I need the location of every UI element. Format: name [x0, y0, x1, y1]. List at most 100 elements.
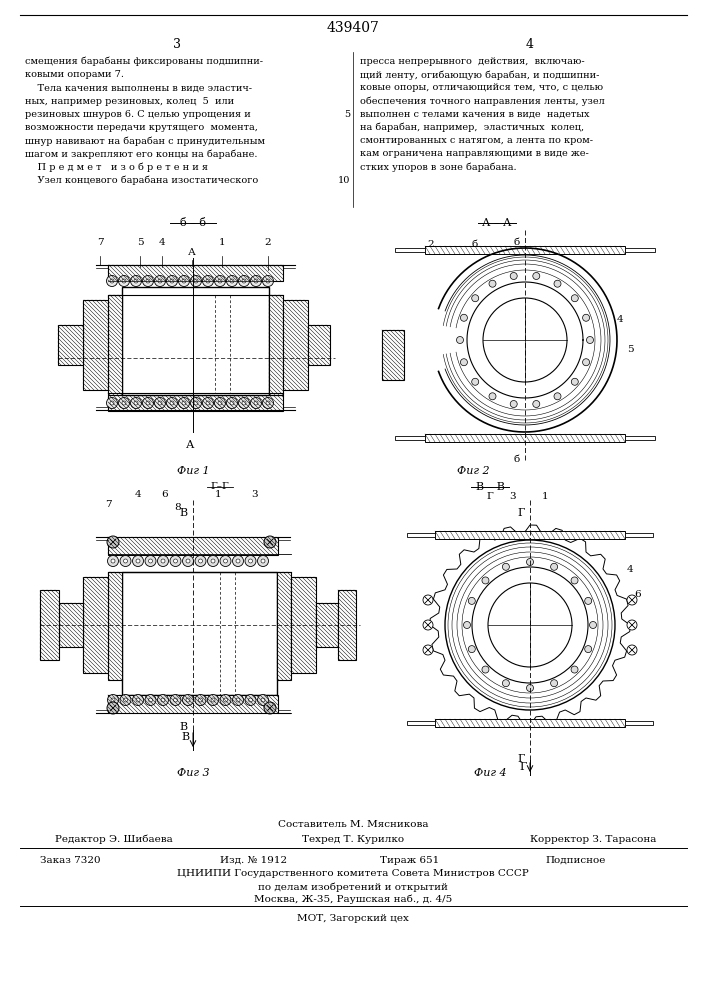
Circle shape [131, 397, 141, 408]
Circle shape [482, 666, 489, 673]
Circle shape [182, 556, 194, 566]
Text: 7: 7 [97, 238, 103, 247]
Circle shape [107, 536, 119, 548]
Text: 5: 5 [136, 238, 144, 247]
Bar [108, 265, 283, 281]
Text: выполнен с телами качения в виде  надетых: выполнен с телами качения в виде надетых [360, 110, 590, 119]
Circle shape [627, 620, 637, 630]
Circle shape [250, 275, 262, 286]
Circle shape [107, 556, 119, 566]
Text: ковыми опорами 7.: ковыми опорами 7. [25, 70, 124, 79]
Circle shape [207, 556, 218, 566]
Circle shape [111, 698, 115, 702]
Circle shape [206, 401, 210, 405]
Circle shape [155, 397, 165, 408]
Text: А – А: А – А [482, 218, 512, 228]
Circle shape [136, 559, 140, 563]
Text: стких упоров в зоне барабана.: стких упоров в зоне барабана. [360, 163, 517, 172]
Circle shape [261, 698, 265, 702]
Circle shape [158, 556, 168, 566]
Text: шнур навивают на барабан с принудительным: шнур навивают на барабан с принудительны… [25, 136, 265, 146]
Bar [277, 572, 291, 680]
Bar [625, 248, 655, 252]
Circle shape [254, 279, 258, 283]
Circle shape [173, 559, 177, 563]
Circle shape [242, 401, 246, 405]
Bar [40, 590, 59, 660]
Text: Изд. № 1912: Изд. № 1912 [220, 856, 287, 865]
Circle shape [107, 694, 119, 706]
Circle shape [503, 680, 509, 687]
Circle shape [143, 275, 153, 286]
Bar [122, 572, 277, 695]
Circle shape [190, 275, 201, 286]
Text: 4: 4 [617, 315, 624, 324]
Bar [269, 295, 283, 395]
Bar [108, 395, 283, 411]
Circle shape [145, 556, 156, 566]
Text: Г: Г [520, 762, 527, 772]
Circle shape [262, 275, 274, 286]
Text: кам ограничена направляющими в виде же-: кам ограничена направляющими в виде же- [360, 149, 589, 158]
Circle shape [510, 401, 518, 408]
Text: МОТ, Загорский цех: МОТ, Загорский цех [297, 914, 409, 923]
Circle shape [131, 275, 141, 286]
Circle shape [571, 295, 578, 302]
Circle shape [627, 595, 637, 605]
Circle shape [551, 563, 558, 570]
Bar [395, 248, 425, 252]
Circle shape [223, 559, 228, 563]
Circle shape [214, 275, 226, 286]
Text: Тела качения выполнены в виде эластич-: Тела качения выполнены в виде эластич- [25, 83, 252, 92]
Circle shape [218, 401, 222, 405]
Bar [291, 577, 316, 673]
Circle shape [143, 397, 153, 408]
Text: б: б [514, 238, 520, 247]
Circle shape [489, 280, 496, 287]
Text: 4: 4 [158, 238, 165, 247]
Circle shape [533, 272, 539, 279]
Text: 6: 6 [162, 490, 168, 499]
Text: б: б [514, 455, 520, 464]
Circle shape [590, 621, 597, 629]
Circle shape [186, 559, 190, 563]
Bar [435, 719, 625, 727]
Circle shape [262, 397, 274, 408]
Text: резиновых шнуров 6. С целью упрощения и: резиновых шнуров 6. С целью упрощения и [25, 110, 251, 119]
Circle shape [206, 279, 210, 283]
Circle shape [220, 694, 231, 706]
Circle shape [122, 279, 126, 283]
Circle shape [488, 583, 572, 667]
Circle shape [489, 393, 496, 400]
Bar [283, 300, 308, 390]
Circle shape [585, 646, 592, 653]
Text: В: В [180, 722, 188, 732]
Bar [122, 287, 269, 395]
Text: 4: 4 [526, 37, 534, 50]
Text: В – В: В – В [476, 482, 504, 492]
Bar [625, 436, 655, 440]
Text: П р е д м е т   и з о б р е т е н и я: П р е д м е т и з о б р е т е н и я [25, 163, 208, 172]
Circle shape [136, 698, 140, 702]
Circle shape [214, 397, 226, 408]
Bar [108, 695, 278, 713]
Text: 5: 5 [344, 110, 350, 119]
Bar [108, 537, 278, 555]
Text: 1: 1 [542, 492, 549, 501]
Circle shape [158, 401, 162, 405]
Circle shape [202, 275, 214, 286]
Circle shape [457, 336, 464, 344]
Circle shape [460, 314, 467, 321]
Text: на барабан, например,  эластичных  колец,: на барабан, например, эластичных колец, [360, 123, 584, 132]
Circle shape [230, 279, 234, 283]
Text: возможности передачи крутящего  момента,: возможности передачи крутящего момента, [25, 123, 258, 132]
Circle shape [226, 275, 238, 286]
Bar [382, 330, 404, 380]
Text: 8: 8 [175, 503, 181, 512]
Circle shape [178, 397, 189, 408]
Text: ЦНИИПИ Государственного комитета Совета Министров СССР: ЦНИИПИ Государственного комитета Совета … [177, 869, 529, 878]
Circle shape [423, 645, 433, 655]
Circle shape [202, 397, 214, 408]
Text: 4: 4 [626, 565, 633, 574]
Circle shape [254, 401, 258, 405]
